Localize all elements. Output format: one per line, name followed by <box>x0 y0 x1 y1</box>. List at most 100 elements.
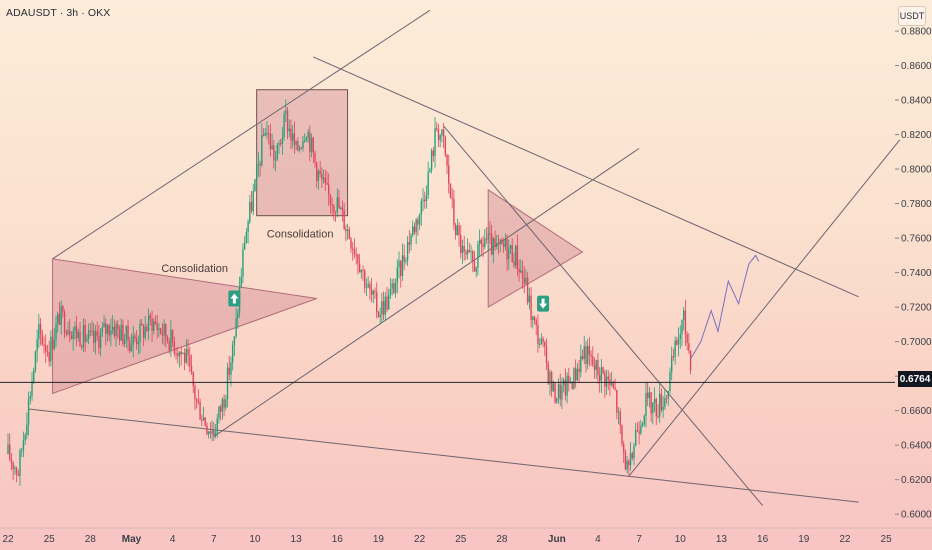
candle-body <box>631 453 633 459</box>
y-tick-label: 0.6400 <box>901 441 932 452</box>
candle-body <box>72 331 74 340</box>
candle-body <box>123 339 126 344</box>
currency-badge[interactable]: USDT <box>898 6 926 26</box>
candle-body <box>60 306 62 325</box>
candle-body <box>485 238 488 240</box>
candle-body <box>662 406 664 411</box>
candle-body <box>525 277 527 284</box>
candle-body <box>166 337 169 342</box>
candle-body <box>156 324 158 330</box>
candle-body <box>321 173 323 180</box>
candle-body <box>283 113 285 138</box>
candle-body <box>187 348 189 356</box>
candle-body <box>310 137 313 152</box>
x-tick-label: 28 <box>85 534 97 545</box>
candle-body <box>297 141 299 151</box>
y-tick-label: 0.8000 <box>901 165 932 176</box>
candle-body <box>576 368 579 381</box>
candle-body <box>7 444 9 454</box>
candle-body <box>70 335 73 340</box>
candle-body <box>501 239 503 244</box>
candle-body <box>142 325 145 338</box>
candle-body <box>63 312 66 333</box>
candle-body <box>201 419 203 421</box>
candle-body <box>376 292 378 313</box>
price-axis[interactable]: 0.8800 0.8600 0.8400 0.8200 0.8000 0.7800 0.76… <box>895 27 932 521</box>
candle-body <box>636 430 639 432</box>
candle-body <box>463 245 465 252</box>
candle-body <box>451 197 453 199</box>
candle-body <box>106 325 109 334</box>
candle-body <box>168 341 170 351</box>
x-tick-label: 25 <box>881 534 893 545</box>
candle-body <box>549 371 551 384</box>
candle-body <box>545 346 548 364</box>
candle-body <box>437 129 440 140</box>
candle-body <box>466 249 469 255</box>
candle-body <box>62 306 64 313</box>
candle-body <box>348 229 350 239</box>
candle-body <box>653 398 656 403</box>
x-tick-label: 25 <box>455 534 467 545</box>
candle-body <box>74 326 76 332</box>
candle-body <box>158 328 160 330</box>
candle-body <box>309 132 311 152</box>
x-tick-label: 16 <box>757 534 769 545</box>
candle-body <box>319 170 321 174</box>
candle-body <box>14 467 16 469</box>
candle-body <box>556 397 558 403</box>
candle-body <box>406 242 409 261</box>
candle-body <box>629 453 632 466</box>
candle-body <box>362 270 364 272</box>
candle-body <box>628 460 630 466</box>
candle-body <box>84 324 86 342</box>
candle-body <box>497 243 500 245</box>
candle-body <box>209 431 212 434</box>
candle-body <box>425 195 428 202</box>
candle-body <box>101 327 104 333</box>
candle-body <box>293 133 296 146</box>
symbol-title[interactable]: ADAUSDT · 3h · OKX <box>6 7 111 19</box>
time-axis[interactable]: 22 25 28 May 4 7 10 13 16 19 22 25 28 Jun 4 7 10 13 16 19 22… <box>0 527 932 545</box>
candle-body <box>401 255 404 276</box>
candle-body <box>389 288 392 295</box>
candle-body <box>257 163 260 166</box>
candle-body <box>245 231 248 244</box>
candle-body <box>27 398 30 425</box>
candle-body <box>153 321 155 332</box>
candle-body <box>77 331 80 339</box>
candle-body <box>223 399 225 408</box>
y-tick-label: 0.8800 <box>901 27 932 38</box>
candle-body <box>473 261 476 272</box>
candle-body <box>216 418 218 433</box>
candle-body <box>418 214 421 225</box>
candle-body <box>550 371 553 392</box>
candle-body <box>314 152 316 163</box>
y-tick-label: 0.7800 <box>901 199 932 210</box>
candle-body <box>279 143 282 145</box>
candle-body <box>444 136 447 155</box>
candle-body <box>197 400 200 402</box>
candle-body <box>221 399 224 412</box>
candle-body <box>269 133 272 150</box>
candle-body <box>341 207 344 211</box>
candle-body <box>544 341 546 347</box>
candle-body <box>182 352 184 354</box>
candle-body <box>163 323 165 336</box>
candle-body <box>57 313 59 324</box>
candle-body <box>204 417 206 426</box>
candle-body <box>111 326 114 331</box>
candle-body <box>374 291 376 293</box>
candle-body <box>48 351 50 362</box>
x-tick-label: 10 <box>675 534 687 545</box>
consolidation-triangle <box>487 188 584 309</box>
candle-body <box>214 432 217 437</box>
candle-body <box>353 249 356 255</box>
candle-body <box>26 424 28 436</box>
candle-body <box>118 328 121 341</box>
candle-body <box>331 204 333 206</box>
candle-body <box>379 314 381 317</box>
candle-body <box>456 225 459 235</box>
